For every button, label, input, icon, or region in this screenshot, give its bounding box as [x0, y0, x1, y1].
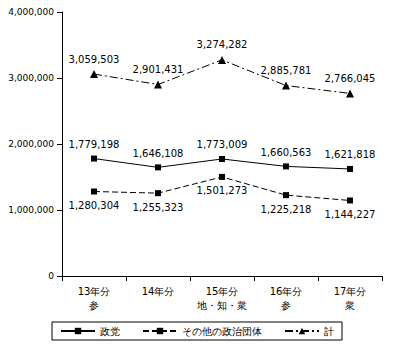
svg-text:3,000,000: 3,000,000	[8, 73, 54, 83]
svg-text:3,274,282: 3,274,282	[197, 39, 248, 50]
svg-text:4,000,000: 4,000,000	[8, 7, 54, 17]
svg-text:1,000,000: 1,000,000	[8, 205, 54, 215]
svg-text:2,885,781: 2,885,781	[261, 65, 312, 76]
svg-text:政党: 政党	[100, 326, 120, 337]
svg-text:1,501,273: 1,501,273	[197, 185, 248, 196]
svg-text:参: 参	[89, 300, 99, 311]
svg-text:2,766,045: 2,766,045	[325, 73, 376, 84]
svg-text:1,779,198: 1,779,198	[69, 139, 120, 150]
svg-text:1,646,108: 1,646,108	[133, 148, 184, 159]
svg-text:0: 0	[48, 271, 54, 281]
svg-text:2,901,431: 2,901,431	[133, 64, 184, 75]
svg-text:1,660,563: 1,660,563	[261, 147, 312, 158]
svg-text:1,144,227: 1,144,227	[325, 209, 376, 220]
svg-text:1,255,323: 1,255,323	[133, 202, 184, 213]
svg-text:16年分: 16年分	[270, 286, 303, 297]
svg-text:15年分: 15年分	[206, 286, 239, 297]
svg-text:17年分: 17年分	[334, 286, 367, 297]
svg-text:1,280,304: 1,280,304	[69, 200, 120, 211]
svg-text:13年分: 13年分	[78, 286, 111, 297]
svg-text:その他の政治団体: その他の政治団体	[182, 326, 262, 337]
svg-text:1,225,218: 1,225,218	[261, 204, 312, 215]
svg-text:計: 計	[324, 326, 334, 337]
svg-text:衆: 衆	[345, 300, 355, 311]
svg-text:1,773,009: 1,773,009	[197, 139, 248, 150]
svg-text:地・知・衆: 地・知・衆	[196, 300, 247, 311]
svg-text:参: 参	[281, 300, 291, 311]
svg-text:1,621,818: 1,621,818	[325, 149, 376, 160]
svg-text:2,000,000: 2,000,000	[8, 139, 54, 149]
svg-text:14年分: 14年分	[142, 286, 175, 297]
svg-text:3,059,503: 3,059,503	[69, 54, 120, 65]
